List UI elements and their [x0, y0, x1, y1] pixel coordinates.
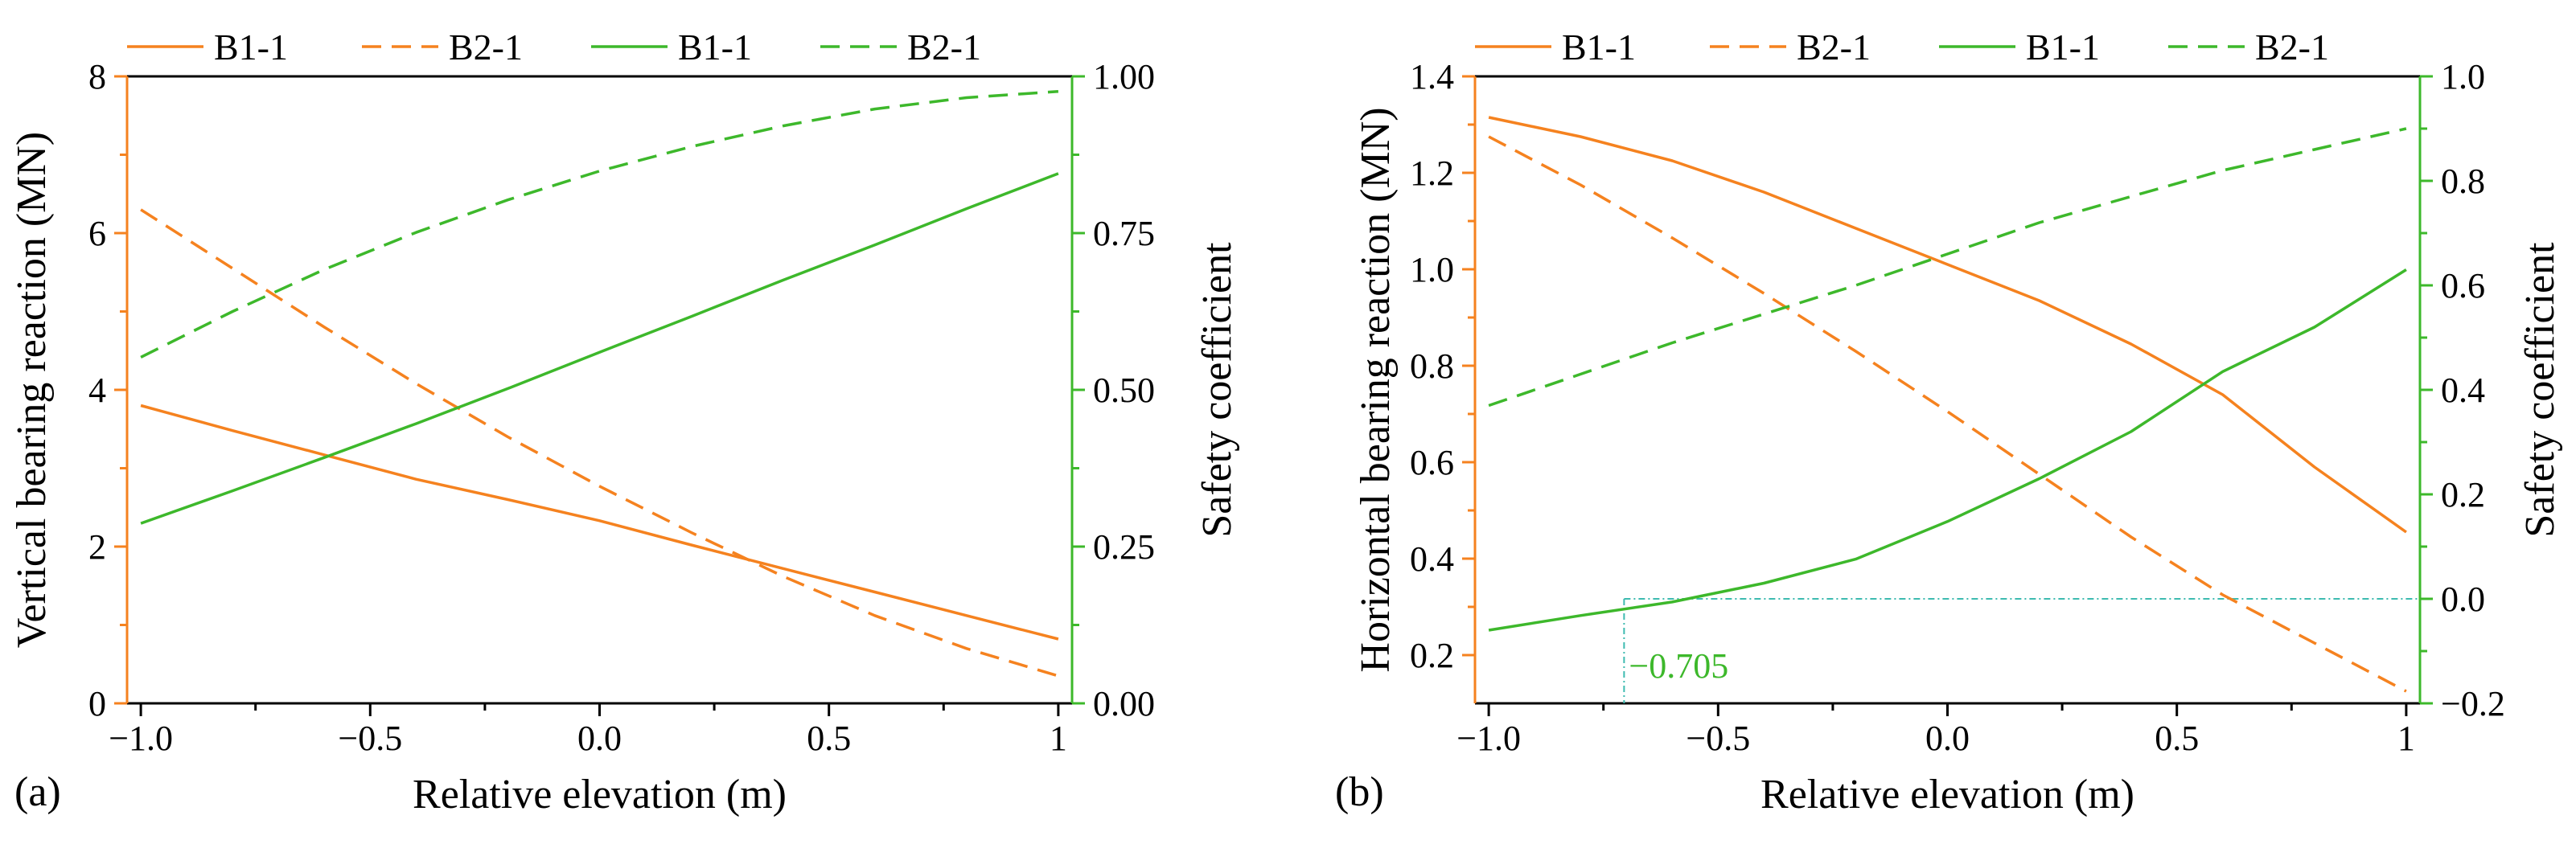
right-y-tick-label: 0.6: [2441, 266, 2485, 305]
series-line-orange-solid-b1-1: [140, 404, 1059, 641]
left-y-tick-label: 0.4: [1410, 539, 1454, 579]
legend-label: B1-1: [678, 27, 752, 68]
x-axis-title: Relative elevation (m): [413, 772, 787, 817]
right-y-tick-label: 0.2: [2441, 475, 2485, 514]
x-tick-label: 1: [1050, 719, 1067, 758]
annotation-label: −0.705: [1629, 646, 1728, 686]
legend-label: B1-1: [2026, 27, 2100, 68]
right-y-tick-label: 1.0: [2441, 57, 2485, 96]
series-line-orange-dashed-b2-1: [1488, 135, 2407, 693]
left-y-tick-label: 2: [88, 527, 106, 567]
right-y-tick-label: 1.00: [1093, 57, 1155, 96]
legend-label: B2-1: [1797, 27, 1871, 68]
left-y-tick-label: 0: [88, 684, 106, 723]
x-tick-label: −0.5: [338, 719, 402, 758]
series-line-green-solid-b1-1: [140, 172, 1059, 525]
legend-label: B1-1: [214, 27, 288, 68]
left-y-tick-label: 8: [88, 57, 106, 96]
legend-label: B2-1: [2255, 27, 2329, 68]
right-y-tick-label: 0.00: [1093, 684, 1155, 723]
right-y-tick-label: 0.8: [2441, 162, 2485, 201]
series-line-orange-dashed-b2-1: [140, 208, 1059, 678]
series-line-orange-solid-b1-1: [1488, 116, 2407, 534]
left-y-tick-label: 0.2: [1410, 636, 1454, 675]
x-tick-label: 0.5: [2155, 719, 2199, 758]
left-y-tick-label: 1.2: [1410, 154, 1454, 193]
left-y-tick-label: 0.8: [1410, 346, 1454, 386]
x-tick-label: 0.0: [1925, 719, 1970, 758]
left-y-tick-label: 0.6: [1410, 443, 1454, 482]
right-y-tick-label: 0.0: [2441, 580, 2485, 619]
x-tick-label: 1: [2397, 719, 2415, 758]
legend: B1-1 B2-1 B1-1 B2-1: [1475, 27, 2329, 68]
right-y-tick-label: 0.50: [1093, 371, 1155, 410]
series-line-green-dashed-b2-1: [140, 89, 1059, 358]
chart-panel-a: −1.0 −0.5 0.0 0.5 1 0 2 4 6 8 0.00 0.25 0.50 0.75 1.00…: [9, 27, 1240, 817]
series-line-green-dashed-b2-1: [1488, 127, 2407, 408]
x-tick-label: −1.0: [1456, 719, 1521, 758]
left-y-tick-label: 4: [88, 371, 106, 410]
panel-label: (b): [1335, 769, 1384, 815]
left-y-tick-label: 1.4: [1410, 57, 1454, 96]
right-y-tick-label: 0.4: [2441, 371, 2485, 410]
x-tick-label: −0.5: [1686, 719, 1750, 758]
right-y-axis-title: Safety coefficient: [2517, 242, 2563, 538]
right-y-tick-label: −0.2: [2441, 684, 2505, 723]
x-axis-title: Relative elevation (m): [1760, 772, 2134, 817]
left-y-tick-label: 1.0: [1410, 250, 1454, 289]
right-y-axis-title: Safety coefficient: [1194, 242, 1240, 538]
legend-label: B2-1: [907, 27, 981, 68]
x-tick-label: 0.5: [807, 719, 851, 758]
left-y-tick-label: 6: [88, 214, 106, 253]
legend: B1-1 B2-1 B1-1 B2-1: [127, 27, 981, 68]
right-y-tick-label: 0.25: [1093, 527, 1155, 567]
series-line-green-solid-b1-1: [1488, 268, 2407, 632]
legend-label: B1-1: [1562, 27, 1636, 68]
legend-label: B2-1: [449, 27, 523, 68]
right-y-tick-label: 0.75: [1093, 214, 1155, 253]
left-y-axis-title: Horizontal bearing reaction (MN): [1353, 107, 1399, 672]
panel-label: (a): [14, 769, 61, 815]
x-tick-label: 0.0: [577, 719, 622, 758]
chart-panel-b: −1.0 −0.5 0.0 0.5 1 0.2 0.4 0.6 0.8 1.0 1.2 1.4 −0.2…: [1335, 27, 2563, 817]
left-y-axis-title: Vertical bearing reaction (MN): [9, 132, 55, 648]
x-tick-label: −1.0: [109, 719, 173, 758]
